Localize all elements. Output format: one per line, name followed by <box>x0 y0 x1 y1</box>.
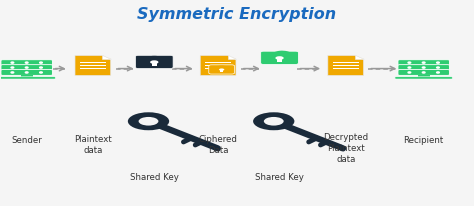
Circle shape <box>437 63 439 64</box>
Polygon shape <box>328 56 364 76</box>
FancyBboxPatch shape <box>277 60 282 63</box>
FancyBboxPatch shape <box>205 63 231 64</box>
FancyBboxPatch shape <box>136 56 173 69</box>
FancyBboxPatch shape <box>336 60 356 61</box>
Polygon shape <box>75 56 111 76</box>
FancyBboxPatch shape <box>1 70 53 76</box>
FancyBboxPatch shape <box>333 63 358 64</box>
Circle shape <box>422 68 425 69</box>
Circle shape <box>437 73 439 74</box>
Circle shape <box>138 117 158 126</box>
Circle shape <box>11 68 14 69</box>
FancyBboxPatch shape <box>1 60 53 66</box>
FancyBboxPatch shape <box>208 60 228 61</box>
FancyBboxPatch shape <box>398 65 449 71</box>
Circle shape <box>422 73 425 74</box>
Polygon shape <box>355 56 364 60</box>
Circle shape <box>150 61 158 65</box>
Circle shape <box>219 69 224 71</box>
Circle shape <box>25 68 28 69</box>
Circle shape <box>25 63 28 64</box>
FancyBboxPatch shape <box>209 66 235 75</box>
FancyBboxPatch shape <box>398 70 449 76</box>
FancyBboxPatch shape <box>80 63 106 64</box>
FancyBboxPatch shape <box>261 52 298 65</box>
Text: Symmetric Encryption: Symmetric Encryption <box>137 7 337 22</box>
FancyBboxPatch shape <box>21 75 33 78</box>
Text: Plaintext
data: Plaintext data <box>74 134 112 154</box>
FancyBboxPatch shape <box>205 66 231 67</box>
Text: Decrypted
Plaintext
data: Decrypted Plaintext data <box>323 132 368 164</box>
Polygon shape <box>228 56 236 60</box>
FancyBboxPatch shape <box>220 71 223 73</box>
Text: Sender: Sender <box>11 135 42 144</box>
Circle shape <box>11 63 14 64</box>
FancyBboxPatch shape <box>80 66 106 67</box>
Circle shape <box>264 117 283 126</box>
Circle shape <box>408 68 411 69</box>
Circle shape <box>422 63 425 64</box>
Circle shape <box>25 73 28 74</box>
Circle shape <box>437 68 439 69</box>
FancyBboxPatch shape <box>333 66 358 67</box>
FancyBboxPatch shape <box>395 77 453 80</box>
Circle shape <box>11 73 14 74</box>
FancyBboxPatch shape <box>83 60 103 61</box>
FancyBboxPatch shape <box>398 60 449 66</box>
Circle shape <box>40 73 42 74</box>
Text: Ciphered
Data: Ciphered Data <box>199 134 237 154</box>
Circle shape <box>40 63 42 64</box>
FancyBboxPatch shape <box>1 65 53 71</box>
Circle shape <box>408 63 411 64</box>
FancyBboxPatch shape <box>152 64 156 67</box>
Text: Recipient: Recipient <box>403 135 444 144</box>
Polygon shape <box>102 56 111 60</box>
Circle shape <box>275 57 284 61</box>
Circle shape <box>40 68 42 69</box>
FancyBboxPatch shape <box>0 77 55 80</box>
FancyBboxPatch shape <box>418 75 429 78</box>
Circle shape <box>128 113 169 131</box>
Circle shape <box>408 73 411 74</box>
Polygon shape <box>200 56 236 76</box>
Text: Shared Key: Shared Key <box>255 172 304 181</box>
Circle shape <box>253 113 294 131</box>
Text: Shared Key: Shared Key <box>130 172 179 181</box>
